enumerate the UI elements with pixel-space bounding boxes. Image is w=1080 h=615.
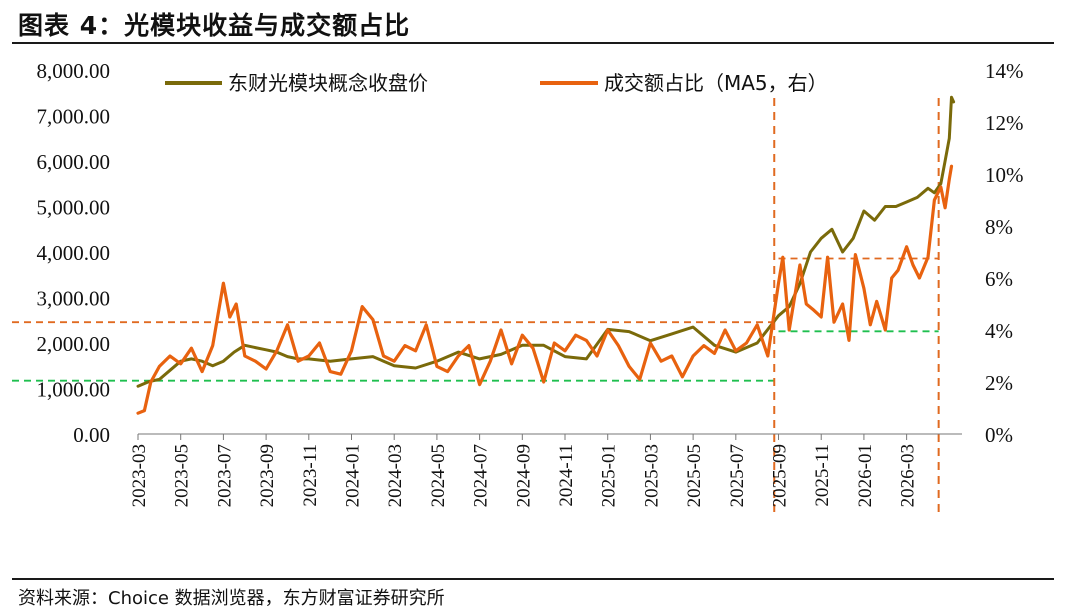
- y-left-tick-label: 7,000.00: [37, 105, 111, 129]
- y-left-tick-label: 8,000.00: [37, 59, 111, 83]
- y-left-tick-label: 4,000.00: [37, 241, 111, 265]
- y-left-tick-label: 3,000.00: [37, 287, 111, 311]
- x-tick-label: 2023-09: [257, 444, 278, 507]
- chart: 0.00 1,000.00 2,000.00 3,000.00 4,000.00 5,00…: [12, 59, 1024, 512]
- y-right-tick-label: 2%: [985, 371, 1013, 395]
- y-right-tick-label: 14%: [985, 59, 1024, 83]
- x-tick-label: 2025-05: [684, 444, 705, 507]
- x-tick-label: 2025-09: [770, 444, 791, 507]
- x-tick-label: 2024-01: [343, 444, 364, 507]
- x-tick-label: 2023-03: [129, 444, 150, 507]
- turnover-ratio-series-line: [136, 164, 954, 415]
- chart-title: 图表 4：光模块收益与成交额占比: [18, 11, 411, 40]
- x-tick-label: 2025-07: [727, 444, 748, 507]
- x-tick-label: 2025-03: [641, 444, 662, 507]
- x-tick-label: 2023-05: [172, 444, 193, 507]
- x-tick-label: 2025-11: [812, 444, 833, 507]
- x-tick-label: 2023-07: [214, 444, 235, 507]
- x-tick-label: 2023-11: [300, 444, 321, 507]
- source-note: 资料来源：Choice 数据浏览器，东方财富证券研究所: [18, 588, 445, 609]
- legend-label-ratio: 成交额占比（MA5，右）: [604, 71, 828, 95]
- legend: 东财光模块概念收盘价 成交额占比（MA5，右）: [165, 71, 828, 95]
- y-right-tick-label: 0%: [985, 423, 1013, 447]
- y-right-tick-label: 12%: [985, 111, 1024, 135]
- x-tick-label: 2025-01: [599, 444, 620, 507]
- x-tick-label: 2026-01: [855, 444, 876, 507]
- title-rule: [12, 42, 1054, 44]
- y-left-tick-label: 1,000.00: [37, 378, 111, 402]
- y-right-tick-label: 10%: [985, 163, 1024, 187]
- x-tick-label: 2024-11: [556, 444, 577, 507]
- y-right-tick-label: 6%: [985, 267, 1013, 291]
- legend-label-price: 东财光模块概念收盘价: [228, 71, 428, 95]
- y-left-tick-label: 6,000.00: [37, 150, 111, 174]
- price-series-line: [136, 95, 956, 388]
- source-rule: [12, 578, 1054, 580]
- x-tick-label: 2024-09: [513, 444, 534, 507]
- series-layer: [136, 95, 956, 415]
- x-tick-label: 2024-03: [385, 444, 406, 507]
- y-left-tick-label: 2,000.00: [37, 332, 111, 356]
- y-left-tick-label: 5,000.00: [37, 196, 111, 220]
- y-right-tick-label: 4%: [985, 319, 1013, 343]
- x-tick-label: 2026-03: [898, 444, 919, 507]
- y-right-tick-label: 8%: [985, 215, 1013, 239]
- x-tick-label: 2024-05: [428, 444, 449, 507]
- y-left-tick-label: 0.00: [73, 423, 110, 447]
- x-tick-label: 2024-07: [471, 444, 492, 507]
- axis-layer: 0.00 1,000.00 2,000.00 3,000.00 4,000.00 5,00…: [37, 59, 1024, 507]
